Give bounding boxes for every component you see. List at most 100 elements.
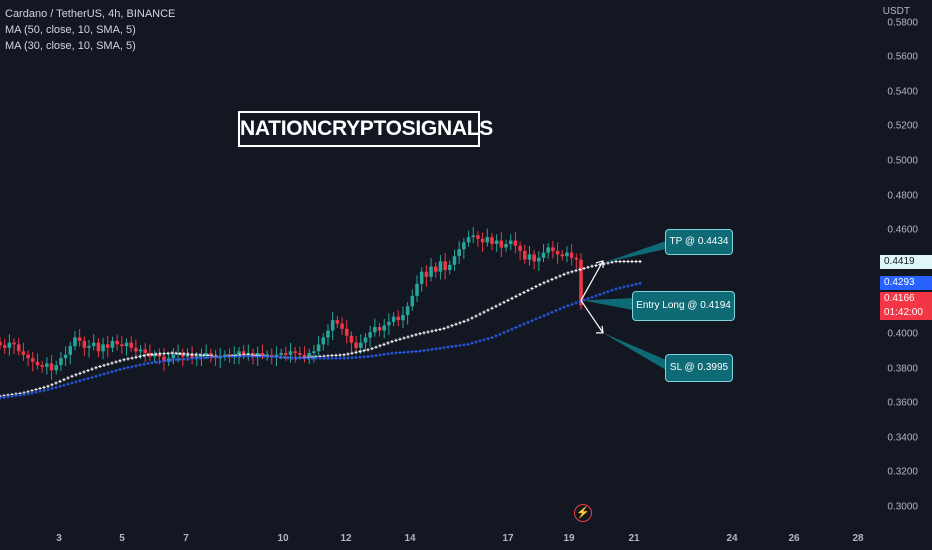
ma-30-marker	[106, 371, 110, 375]
ma-50-marker	[170, 351, 174, 355]
candle-body	[401, 314, 405, 321]
ma-30-marker	[134, 364, 138, 368]
ma-50-marker	[402, 336, 406, 340]
candle-body	[26, 354, 30, 359]
tp-arrow	[580, 260, 604, 301]
ma-50-marker	[438, 327, 442, 332]
ma-30-marker	[438, 346, 442, 350]
ma-30-marker	[90, 375, 94, 379]
ma-50-marker	[398, 337, 402, 341]
legend-ma-50[interactable]: MA (50, close, 10, SMA, 5)	[5, 24, 136, 36]
candle-body	[579, 259, 583, 306]
candle-body	[223, 354, 227, 357]
ma-30-marker	[114, 368, 118, 373]
candle-body	[265, 354, 269, 357]
sl-callout: SL @ 0.3995	[665, 354, 733, 382]
candle-body	[307, 353, 312, 357]
ma-30-marker	[254, 354, 258, 359]
legend-ma-30[interactable]: MA (30, close, 10, SMA, 5)	[5, 40, 136, 52]
ma-50-marker	[346, 352, 350, 356]
candle-body	[134, 347, 138, 352]
ma-30-marker	[274, 355, 278, 359]
candle-body	[429, 266, 433, 277]
candle-body	[513, 240, 518, 246]
ma-30-marker	[78, 379, 82, 383]
price-tick-label: 0.3800	[887, 363, 918, 375]
entry-callout: Entry Long @ 0.4194	[632, 291, 735, 321]
ma-30-marker	[542, 314, 546, 318]
ma-50-marker	[362, 349, 366, 353]
ma-30-marker	[162, 359, 166, 363]
candle-body	[35, 361, 40, 366]
ma-50-marker	[162, 352, 166, 356]
price-tick-label: 0.5400	[887, 86, 918, 98]
ma-50-marker	[474, 314, 478, 318]
ma-50-marker	[578, 267, 582, 272]
ma-30-marker	[586, 297, 590, 301]
ma-50-marker	[590, 264, 594, 268]
ma-30-marker	[194, 356, 198, 360]
ma-50-marker	[70, 374, 74, 378]
ma-30-marker	[82, 377, 86, 382]
ma-30-marker	[606, 290, 610, 294]
candle-body	[105, 344, 110, 348]
ma-30-marker	[250, 354, 254, 359]
ma-50-marker	[366, 348, 370, 352]
ma-30-marker	[410, 350, 414, 354]
candle-body	[68, 346, 73, 355]
price-tick-label: 0.5600	[887, 51, 918, 63]
ma-50-marker	[562, 272, 566, 276]
ma-30-marker	[502, 330, 506, 335]
candle-body	[7, 342, 12, 348]
ma-30-marker	[346, 356, 350, 360]
ma-30-marker	[354, 355, 358, 360]
ma-30-marker	[482, 338, 486, 342]
candle-body	[551, 247, 555, 251]
ma-30-marker	[30, 391, 34, 395]
ma-50-marker	[150, 352, 154, 357]
candle-body	[504, 244, 508, 248]
ma-50-marker	[534, 284, 538, 289]
candle-body	[91, 342, 96, 347]
ma-30-marker	[358, 355, 362, 359]
ma-30-marker	[330, 356, 334, 360]
ma-30-marker	[602, 291, 606, 295]
candle-body	[344, 328, 349, 336]
ma-30-marker	[494, 334, 498, 338]
candle-body	[190, 354, 194, 359]
ma-30-marker	[514, 325, 518, 330]
ma-30-marker	[62, 383, 66, 387]
candle-body	[419, 271, 424, 284]
ma-50-marker	[0, 394, 2, 398]
ma-30-marker	[398, 350, 402, 355]
candle-body	[438, 261, 443, 272]
ma-30-marker	[574, 301, 578, 305]
candle-body	[185, 354, 190, 357]
ma-30-marker	[326, 356, 330, 360]
ma-30-marker	[450, 344, 454, 349]
ma-50-marker	[178, 351, 182, 356]
price-tick-label: 0.5000	[887, 155, 918, 167]
ma-30-marker	[146, 361, 150, 365]
ma-50-marker	[618, 259, 622, 264]
ma-50-marker	[570, 270, 574, 274]
ma-30-marker	[470, 341, 474, 345]
time-tick-label: 21	[628, 533, 640, 544]
ma-30-marker	[526, 320, 530, 325]
ma-50-marker	[550, 277, 554, 282]
legend-symbol-title[interactable]: Cardano / TetherUS, 4h, BINANCE	[5, 8, 176, 20]
candle-body	[396, 316, 401, 321]
lightning-bolt-icon[interactable]: ⚡	[574, 504, 592, 522]
ma-30-marker	[230, 354, 234, 359]
price-tick-label: 0.3400	[887, 432, 918, 444]
candle-body	[508, 240, 513, 245]
ma-50-marker	[486, 308, 490, 312]
ma-50-marker	[38, 386, 42, 391]
ma-50-marker	[338, 353, 342, 357]
ma-50-marker	[470, 316, 474, 320]
ma-50-marker	[122, 358, 126, 362]
candle-body	[373, 327, 377, 333]
ma-30-marker	[466, 342, 470, 346]
